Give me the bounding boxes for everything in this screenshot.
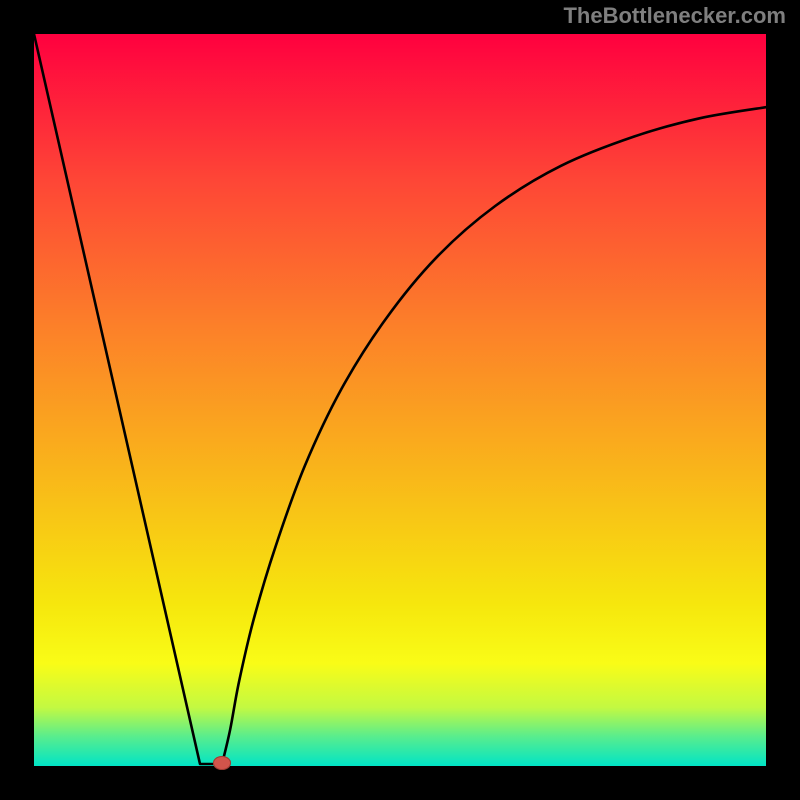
optimal-point-marker [213,756,231,770]
chart-frame: TheBottlenecker.com [0,0,800,800]
watermark-text: TheBottlenecker.com [563,3,786,29]
bottleneck-curve [0,0,800,800]
curve-path [34,34,766,766]
